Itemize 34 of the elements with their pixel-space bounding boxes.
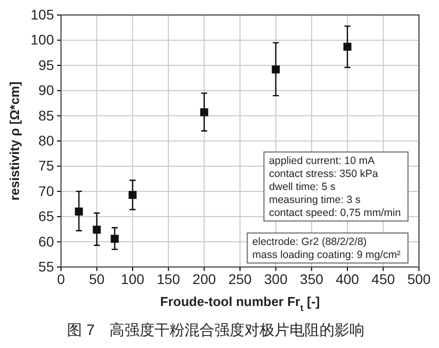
y-axis-title: resistivity ρ [Ω*cm] — [7, 82, 22, 200]
y-tick-label: 105 — [30, 6, 54, 22]
point — [272, 65, 280, 74]
point — [128, 190, 137, 199]
annotation: applied current: 10 mA contact stress: 350 kPa dwell time: 5 s measuring time: 3 s contact speed: 0,75 mm/min — [268, 155, 401, 219]
x-tick-label: 200 — [192, 270, 216, 287]
y-tick-label: 95 — [38, 56, 54, 73]
x-tick-label: 150 — [156, 270, 180, 287]
x-tick-label: 500 — [407, 270, 431, 287]
x-tick-label: 100 — [120, 270, 144, 287]
y-tick-label: 75 — [38, 158, 54, 174]
x-tick-label: 50 — [89, 270, 105, 287]
point — [92, 226, 101, 234]
y-tick-label: 85 — [38, 107, 54, 124]
x-tick-label: 350 — [300, 270, 324, 287]
x-axis-title: Froude-tool number Fr$_{t}$ [-] — [160, 294, 320, 313]
x-tick-label: 450 — [372, 270, 396, 287]
point — [200, 108, 208, 116]
y-tick-label: 70 — [38, 182, 54, 199]
point — [343, 42, 352, 51]
point — [74, 208, 83, 216]
y-tick-label: 65 — [38, 208, 54, 224]
x-tick-label: 300 — [264, 270, 288, 287]
y-tick-label: 90 — [38, 82, 54, 98]
y-tick-label: 80 — [38, 132, 54, 148]
x-tick-label: 0 — [57, 270, 66, 287]
point — [110, 234, 119, 243]
y-tick-label: 60 — [38, 233, 54, 250]
annotation: electrode: Gr2 (88/2/2/8) mass loading coating: 9 mg/cm² — [252, 236, 401, 261]
x-tick-label: 400 — [336, 270, 360, 287]
y-tick-label: 100 — [30, 32, 54, 48]
y-tick-label: 55 — [38, 258, 54, 274]
text: 图 7 高强度干粉混合强度对极片电阻的影响 — [67, 322, 365, 339]
x-tick-label: 250 — [228, 270, 252, 287]
